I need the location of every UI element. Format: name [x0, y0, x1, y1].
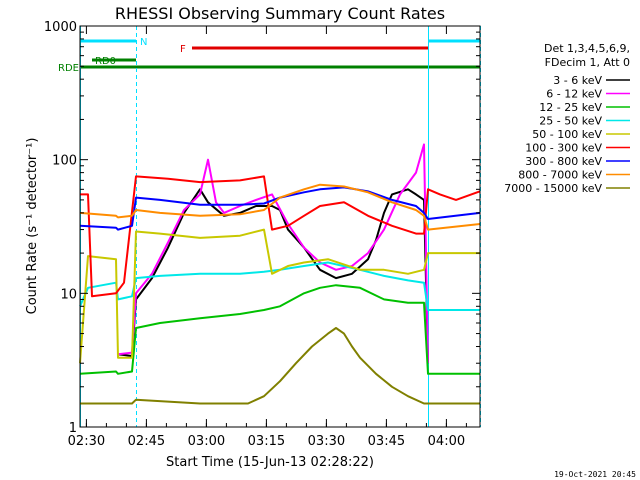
series-line-2 — [79, 284, 480, 375]
flag-label-f: F — [180, 44, 186, 55]
legend-label-7: 800 - 7000 keV — [518, 169, 602, 182]
x-tick-label-5: 03:45 — [368, 434, 405, 449]
legend-label-3: 25 - 50 keV — [539, 115, 602, 128]
flag-label-rde: RDE — [58, 63, 79, 74]
legend-header-0: Det 1,3,4,5,6,9, — [544, 42, 630, 55]
plot-frame — [79, 25, 481, 428]
y-tick-label-2: 100 — [52, 154, 77, 169]
legend-label-6: 300 - 800 keV — [525, 155, 602, 168]
y-tick-label-1: 10 — [60, 287, 77, 302]
legend-label-1: 6 - 12 keV — [546, 88, 602, 101]
series-line-4 — [79, 228, 480, 364]
series-group — [79, 143, 481, 405]
y-axis-label: Count Rate (s⁻¹ detector⁻¹) — [25, 138, 40, 315]
y-tick-label-0: 1 — [69, 421, 77, 436]
series-line-8 — [80, 327, 480, 405]
legend-label-2: 12 - 25 keV — [539, 101, 602, 114]
flag-label-rd0: RD0 — [95, 56, 116, 67]
flag-bars: N F RD0 RDE — [58, 26, 481, 427]
series-line-0 — [117, 188, 429, 364]
x-tick-label-4: 03:30 — [308, 434, 345, 449]
chart-title: RHESSI Observing Summary Count Rates — [115, 4, 445, 23]
y-tick-label-3: 1000 — [44, 20, 77, 35]
series-line-3 — [79, 261, 480, 311]
plot-timestamp: 19-Oct-2021 20:45 — [554, 470, 636, 479]
legend: Det 1,3,4,5,6,9,FDecim 1, Att 0 3 - 6 keV… — [504, 42, 630, 195]
x-tick-label-1: 02:45 — [128, 434, 165, 449]
x-axis-label: Start Time (15-Jun-13 02:28:22) — [166, 455, 374, 470]
legend-label-8: 7000 - 15000 keV — [504, 182, 602, 195]
axes: 02:30 02:45 03:00 03:15 03:30 03:45 04:00 1 10 10… — [44, 20, 480, 449]
x-tick-label-3: 03:15 — [248, 434, 285, 449]
legend-label-5: 100 - 300 keV — [525, 142, 602, 155]
flag-label-n: N — [140, 37, 147, 48]
x-tick-label-6: 04:00 — [428, 434, 465, 449]
legend-label-0: 3 - 6 keV — [553, 74, 602, 87]
x-tick-label-0: 02:30 — [68, 434, 105, 449]
x-tick-label-2: 03:00 — [188, 434, 225, 449]
legend-label-4: 50 - 100 keV — [532, 128, 602, 141]
legend-header-1: FDecim 1, Att 0 — [545, 56, 630, 69]
series-line-7 — [79, 183, 481, 231]
